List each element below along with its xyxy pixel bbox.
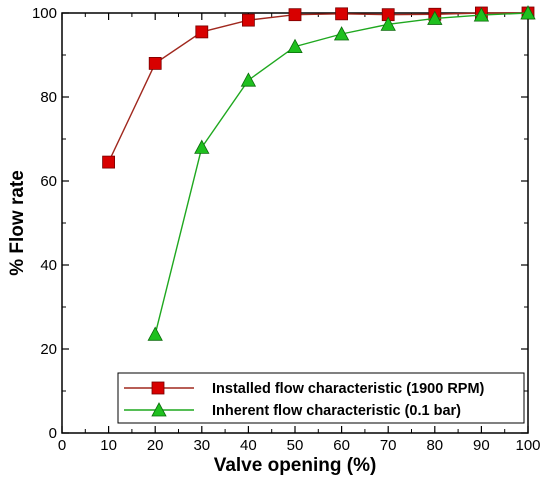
series-1-point-60 — [333, 26, 350, 41]
series-1-point-80 — [427, 10, 443, 25]
y-tick-label-80: 80 — [40, 89, 57, 106]
series-0-point-20 — [148, 57, 162, 70]
x-tick-label-90: 90 — [473, 437, 490, 454]
x-tick-label-80: 80 — [426, 437, 443, 454]
series-line-0 — [107, 12, 528, 163]
plot-frame — [61, 12, 529, 434]
x-tick-label-100: 100 — [515, 437, 540, 454]
series-1-point-30 — [194, 139, 210, 154]
series-0-point-40 — [241, 13, 255, 27]
x-axis-title: Valve opening (%) — [214, 455, 377, 476]
series-0-point-60 — [335, 7, 349, 21]
series-line-1 — [154, 12, 529, 335]
series-0-point-10 — [102, 155, 115, 169]
y-axis-title: % Flow rate — [7, 170, 28, 276]
x-tick-label-70: 70 — [380, 437, 397, 454]
y-tick-label-0: 0 — [49, 425, 57, 442]
y-tick-label-20: 20 — [40, 341, 57, 358]
series-0-point-30 — [195, 25, 209, 39]
y-tick-label-60: 60 — [40, 173, 57, 190]
x-tick-label-50: 50 — [287, 437, 304, 454]
series-1-point-20 — [147, 326, 163, 341]
x-tick-label-0: 0 — [58, 437, 66, 454]
x-tick-label-30: 30 — [193, 437, 210, 454]
x-tick-label-10: 10 — [100, 437, 117, 454]
x-tick-label-40: 40 — [240, 437, 257, 454]
y-tick-label-100: 100 — [32, 5, 57, 22]
x-tick-label-20: 20 — [147, 437, 164, 454]
series-0-point-50 — [288, 8, 302, 22]
legend-marker-installed — [151, 381, 165, 395]
legend-box — [117, 372, 525, 424]
axis-ticks: 0 10 20 30 40 50 60 70 80 90 100 0 20 40 60 80 100 — [32, 5, 541, 454]
series-1-point-70 — [380, 16, 396, 31]
y-tick-label-40: 40 — [40, 257, 57, 274]
legend-label-installed: Installed flow characteristic (1900 RPM) — [212, 381, 485, 397]
x-tick-label-60: 60 — [333, 437, 350, 454]
data-series — [102, 5, 536, 341]
legend-label-inherent: Inherent flow characteristic (0.1 bar) — [212, 403, 461, 419]
series-1-point-40 — [240, 72, 257, 87]
series-1-point-100 — [520, 5, 536, 20]
legend-marker-inherent — [151, 402, 167, 417]
legend: Installed flow characteristic (1900 RPM)… — [117, 372, 525, 424]
series-1-point-90 — [473, 7, 490, 22]
series-1-point-50 — [287, 38, 303, 53]
